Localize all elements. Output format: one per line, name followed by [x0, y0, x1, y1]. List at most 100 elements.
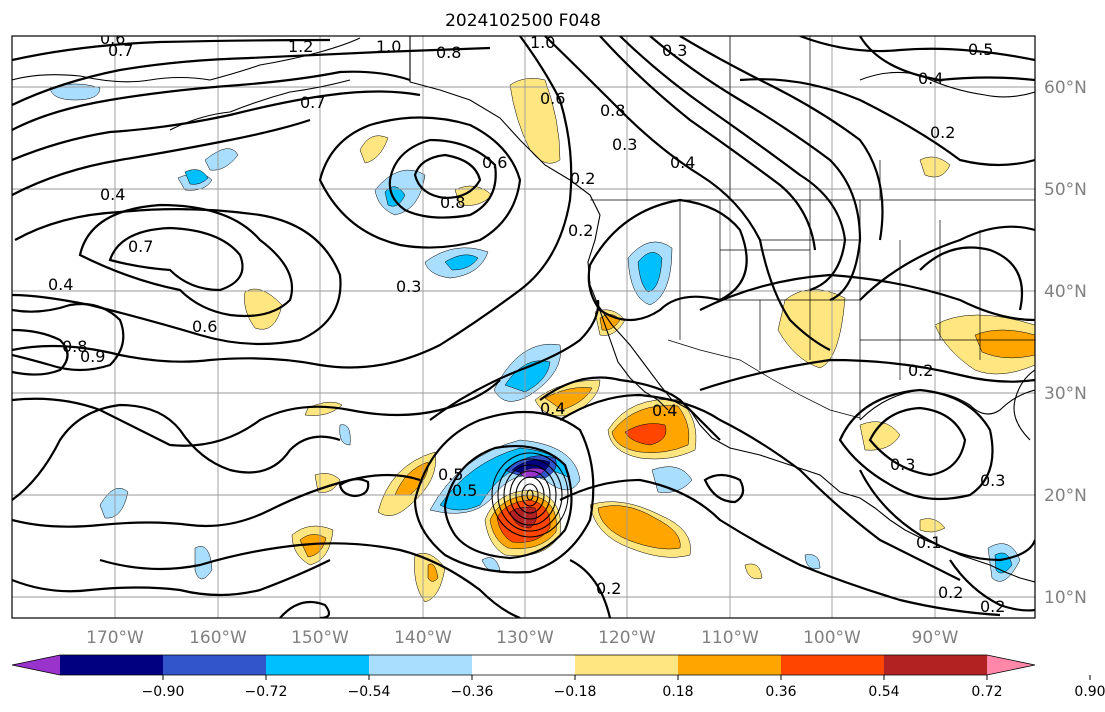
contour-line: [649, 36, 862, 302]
lon-label: 170°W: [86, 628, 144, 648]
shade-patch: [49, 83, 101, 101]
coast-hudson: [859, 71, 1035, 98]
contour-label: 0.2: [980, 597, 1005, 616]
contour-line: [587, 198, 748, 321]
lon-label: 100°W: [803, 628, 861, 648]
shade-patch: [481, 557, 501, 572]
contour-line: [12, 46, 491, 106]
contour-label: 0.8: [436, 43, 461, 62]
lon-label: 140°W: [394, 628, 452, 648]
contour-label: 1.0: [376, 37, 401, 56]
lon-label: 120°W: [598, 628, 656, 648]
contour-line: [699, 358, 1035, 392]
contour-line: [413, 153, 482, 200]
shade-patch: [444, 254, 479, 271]
contour-line: [739, 78, 1035, 167]
contour-label: 0.4: [48, 275, 73, 294]
contour-line: [12, 302, 125, 372]
colorbar-segment: [884, 655, 988, 675]
contour-label: 0.7: [300, 93, 325, 112]
colorbar-segment: [266, 655, 370, 675]
contour-label: 0.4: [670, 153, 695, 172]
longitude-labels: 170°W 160°W 150°W 140°W 130°W 120°W 110°…: [86, 628, 959, 648]
colorbar-outline: [11, 654, 1036, 676]
shade-patch: [304, 401, 343, 416]
contours: [12, 36, 1035, 618]
contour-label: 0.4: [918, 69, 943, 88]
contour-line: [12, 38, 331, 62]
contour-line: [318, 116, 522, 249]
shade-patch: [299, 534, 327, 558]
contour-line: [619, 36, 847, 292]
colorbar-segment: [60, 655, 164, 675]
latitude-labels: 60°N 50°N 40°N 30°N 20°N 10°N: [1044, 78, 1087, 608]
contour-line: [443, 444, 573, 560]
colorbar-tick-label: 0.36: [765, 684, 796, 700]
contour-label: 0.5: [438, 465, 463, 484]
lat-label: 40°N: [1044, 282, 1087, 302]
map-frame: [11, 35, 1036, 619]
shade-patch: [427, 563, 439, 582]
contour-label: 1.2: [288, 37, 313, 56]
shade-patch: [637, 252, 663, 293]
contour-label: 0.8: [600, 101, 625, 120]
colorbar-tick-label: −0.36: [451, 684, 494, 700]
shading-layer: [49, 78, 1035, 603]
contour-ring: [526, 489, 534, 501]
lon-label: 110°W: [701, 628, 759, 648]
shade-patch: [339, 424, 351, 446]
contour-line: [679, 36, 884, 241]
colorbar-tick-label: −0.90: [142, 684, 185, 700]
contour-line: [539, 376, 721, 441]
contour-label: 0.2: [908, 361, 933, 380]
contour-label: 0.3: [612, 135, 637, 154]
coast-florida: [1013, 369, 1035, 441]
contour-line: [279, 600, 331, 618]
shade-patch: [859, 421, 901, 451]
contour-label: 0.3: [980, 471, 1005, 490]
colorbar-segment: [163, 655, 267, 675]
shade-patch: [194, 546, 213, 580]
contour-label: 0.6: [100, 29, 125, 48]
shade-patch: [204, 148, 239, 171]
contour-label: 0.2: [570, 169, 595, 188]
contour-line: [859, 469, 1035, 562]
colorbar-tick-label: 0.54: [868, 684, 899, 700]
contour-label: 0.3: [890, 455, 915, 474]
lat-label: 10°N: [1044, 588, 1087, 608]
colorbar-tick-label: 0.90: [1074, 684, 1105, 700]
colorbar-tick-label: −0.72: [245, 684, 288, 700]
contour-label: 0.3: [662, 41, 687, 60]
shade-patch: [359, 135, 389, 164]
colorbar-segment: [781, 655, 885, 675]
contour-ring: [515, 476, 545, 514]
colorbar: −0.90 −0.72 −0.54 −0.36 −0.18 0.18 0.36 0.54 0.7…: [11, 654, 1105, 700]
contour-label: 0.6: [192, 317, 217, 336]
contour-label: 0.1: [916, 533, 941, 552]
contour-label: 0.9: [80, 347, 105, 366]
contour-label: 0.7: [128, 237, 153, 256]
borders: [409, 36, 1035, 420]
contour-line: [78, 203, 294, 318]
contour-line: [859, 225, 1035, 301]
contour-label: 0.2: [930, 123, 955, 142]
shade-patch: [99, 487, 129, 519]
contour-line: [12, 118, 311, 196]
colorbar-segment: [472, 655, 576, 675]
contour-label: 0.8: [440, 193, 465, 212]
contour-line: [559, 478, 1001, 617]
colorbar-tick-label: 0.18: [662, 684, 693, 700]
lon-label: 150°W: [291, 628, 349, 648]
border-us-mexico: [667, 339, 861, 419]
colorbar-extend-max: [987, 655, 1035, 675]
coast-aleutians: [169, 79, 351, 131]
contour-line: [12, 328, 69, 376]
contour-line: [12, 90, 421, 162]
contour-line: [703, 473, 745, 504]
contour-label: 1.0: [530, 33, 555, 52]
contour-label: 0.4: [652, 401, 677, 420]
contour-line: [799, 36, 1035, 62]
contour-ring: [497, 458, 563, 532]
contour-line: [12, 559, 331, 597]
